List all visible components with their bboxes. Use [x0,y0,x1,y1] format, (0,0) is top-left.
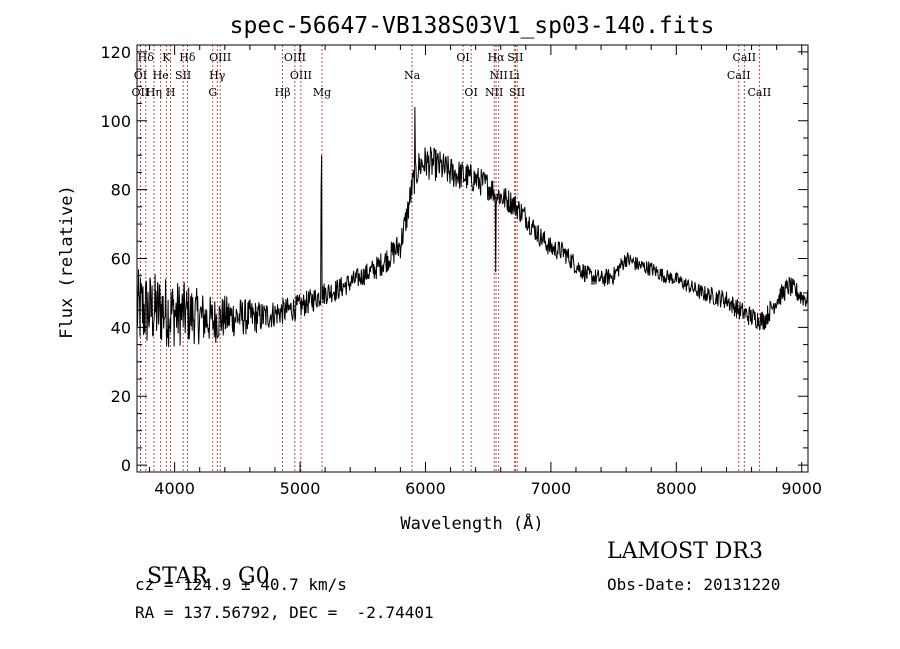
x-tick-label-5: 9000 [781,479,822,498]
y-tick-label-6: 120 [100,43,131,62]
class-label: STAR [147,564,208,589]
line-label-20: H [166,86,176,99]
x-tick-label-4: 8000 [656,479,697,498]
line-label-5: OI [456,51,469,64]
line-label-0: Hδ [138,51,155,64]
y-tick-label-3: 60 [111,250,131,269]
line-label-18: OII [132,86,150,99]
obs-date-line: Obs-Date: 20131220 [607,575,781,594]
y-tick-label-1: 20 [111,387,131,406]
chart-title: spec-56647-VB138S03V1_sp03-140.fits [230,13,715,39]
line-label-25: NII [485,86,503,99]
line-label-1: K [162,51,171,64]
line-label-4: OIII [284,51,306,64]
plot-frame [136,44,809,473]
line-label-21: G [208,86,217,99]
x-tick-label-1: 5000 [280,479,321,498]
line-label-3: OIII [209,51,231,64]
survey-label: LAMOST DR3 [607,539,763,564]
line-label-9: OI [134,69,147,82]
line-label-19: Hη [146,86,162,99]
line-label-6: Hα [488,51,506,64]
x-tick-label-3: 7000 [531,479,572,498]
coordinates-line: RA = 137.56792, DEC = -2.74401 [135,603,434,622]
redshift-line: cz = 124.9 ± 40.7 km/s [135,575,347,594]
spectral-line-markers [139,45,760,472]
line-label-2: Hδ [179,51,196,64]
x-tick-label-2: 6000 [405,479,446,498]
axes: 4000 5000 6000 7000 8000 9000 0 20 40 60 80 100 120 [100,43,822,498]
line-label-13: OIII [290,69,312,82]
x-tick-label-0: 4000 [154,479,195,498]
object-class: STAR G0 [133,539,270,589]
y-axis-label: Flux (relative) [57,185,77,339]
subclass-label: G0 [238,564,270,589]
x-axis-label: Wavelength (Å) [400,512,543,534]
line-label-26: SII [509,86,525,99]
y-tick-label-0: 0 [121,456,131,475]
line-label-16: Li [509,69,520,82]
line-label-8: CaII [732,51,756,64]
y-tick-label-5: 100 [100,112,131,131]
line-label-7: SII [507,51,523,64]
line-label-15: NII [490,69,508,82]
spectrum-trace [136,106,809,348]
line-label-23: Mg [313,86,331,99]
line-label-10: He [153,69,169,82]
line-label-22: Hβ [275,86,291,99]
line-label-12: Hγ [209,69,226,82]
line-label-24: OI [464,86,477,99]
line-label-14: Na [404,69,421,82]
y-tick-label-2: 40 [111,318,131,337]
line-label-17: CaII [727,69,751,82]
y-tick-label-4: 80 [111,181,131,200]
line-label-27: CaII [748,86,772,99]
line-label-11: SII [175,69,191,82]
